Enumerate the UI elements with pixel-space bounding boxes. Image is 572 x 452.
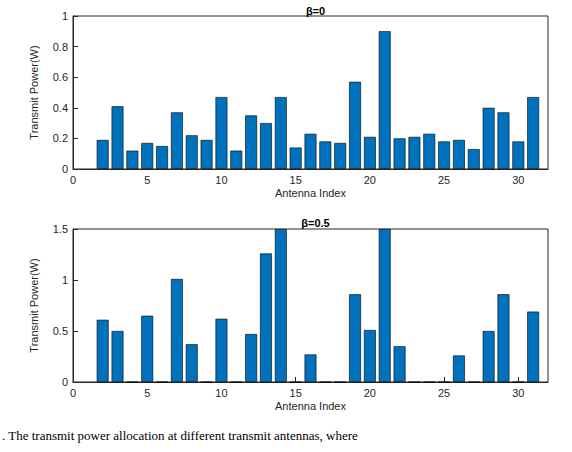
svg-text:10: 10 xyxy=(215,387,227,399)
svg-text:Transmit Power(W): Transmit Power(W) xyxy=(28,45,40,139)
svg-text:0.4: 0.4 xyxy=(53,102,68,114)
svg-text:0.5: 0.5 xyxy=(53,325,68,337)
svg-text:1: 1 xyxy=(62,10,68,22)
svg-text:0.8: 0.8 xyxy=(53,41,68,53)
svg-text:Antenna Index: Antenna Index xyxy=(275,187,346,199)
svg-text:5: 5 xyxy=(144,174,150,186)
html-text:. The transmit power allocatio: . The transmit power allocation at diffe… xyxy=(2,428,358,443)
svg-text:Transmit Power(W): Transmit Power(W) xyxy=(28,258,40,352)
svg-text:20: 20 xyxy=(364,387,376,399)
svg-text:30: 30 xyxy=(512,174,524,186)
svg-text:30: 30 xyxy=(512,387,524,399)
svg-text:25: 25 xyxy=(438,174,450,186)
svg-text:0: 0 xyxy=(62,163,68,175)
svg-text:20: 20 xyxy=(364,174,376,186)
svg-text:15: 15 xyxy=(290,387,302,399)
svg-text:25: 25 xyxy=(438,387,450,399)
svg-text:0: 0 xyxy=(70,174,76,186)
svg-text:15: 15 xyxy=(290,174,302,186)
svg-text:Antenna Index: Antenna Index xyxy=(275,400,346,412)
svg-text:β=0: β=0 xyxy=(306,5,325,17)
svg-text:0.2: 0.2 xyxy=(53,132,68,144)
svg-text:1.5: 1.5 xyxy=(53,223,68,235)
svg-text:10: 10 xyxy=(215,174,227,186)
svg-text:0: 0 xyxy=(70,387,76,399)
svg-text:1: 1 xyxy=(62,274,68,286)
svg-text:5: 5 xyxy=(144,387,150,399)
svg-text:0: 0 xyxy=(62,376,68,388)
svg-text:β=0.5: β=0.5 xyxy=(301,217,329,229)
svg-text:0.6: 0.6 xyxy=(53,71,68,83)
